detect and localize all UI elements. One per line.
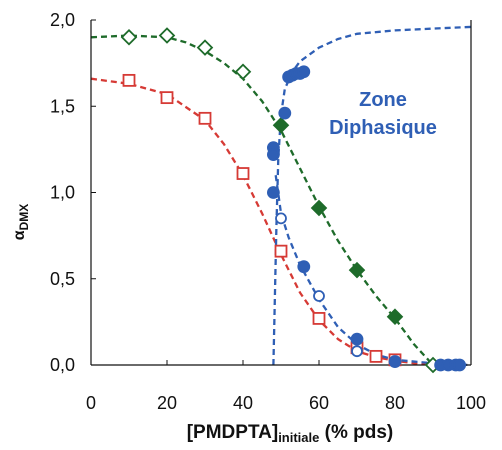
- square-marker: [369, 349, 383, 363]
- circle-marker: [266, 148, 280, 161]
- data-points: [120, 27, 467, 374]
- circle-marker: [350, 332, 364, 346]
- x-axis-label: [PMDPTA]initiale (% pds): [187, 422, 394, 445]
- diamond-marker: [234, 63, 252, 81]
- x-tick-label: 40: [233, 393, 253, 413]
- tick-labels: 0 20 40 60 80 100 0,0 0,5 1,0 1,5 2,0: [50, 10, 486, 413]
- square-marker: [160, 91, 174, 105]
- x-tick-label: 80: [385, 393, 405, 413]
- diamond-marker: [348, 261, 366, 279]
- annotation-zone: Zone: [359, 89, 407, 111]
- x-axis-label-sub: initiale: [278, 430, 319, 445]
- y-tick-label: 2,0: [50, 10, 75, 30]
- square-marker: [198, 111, 212, 125]
- x-axis-label-main: [PMDPTA]: [187, 422, 278, 443]
- fit-curve: [274, 175, 472, 367]
- square-marker: [312, 312, 326, 325]
- y-axis-label-main: α: [11, 230, 28, 240]
- circle-marker: [313, 290, 325, 302]
- diamond-marker: [196, 39, 214, 56]
- x-tick-label: 100: [456, 393, 486, 413]
- fit-curve: [272, 25, 472, 366]
- circle-marker: [297, 260, 311, 274]
- circle-marker: [275, 212, 287, 225]
- fit-curve: [90, 34, 434, 366]
- y-tick-label: 1,0: [50, 183, 75, 203]
- y-tick-label: 0,0: [50, 355, 75, 375]
- circle-marker: [453, 358, 467, 372]
- diamond-marker: [120, 28, 138, 46]
- circle-marker: [278, 106, 292, 120]
- y-axis-label: αDMX: [11, 204, 31, 241]
- fit-curves: [90, 25, 472, 367]
- axes: [90, 19, 472, 366]
- y-tick-label: 0,5: [50, 269, 75, 289]
- square-marker: [274, 244, 288, 258]
- square-marker: [122, 73, 136, 87]
- annotation-diphasique: Diphasique: [329, 117, 437, 139]
- circle-marker: [266, 186, 280, 199]
- diamond-marker: [272, 116, 290, 134]
- diamond-marker: [310, 199, 328, 217]
- y-tick-label: 1,5: [50, 96, 75, 116]
- diamond-marker: [386, 308, 404, 325]
- y-axis-label-sub: DMX: [17, 204, 31, 231]
- circle-marker: [388, 355, 402, 368]
- x-tick-label: 60: [309, 393, 329, 413]
- x-axis-label-unit: (% pds): [319, 422, 393, 443]
- circle-marker: [351, 345, 363, 358]
- circle-marker: [297, 65, 311, 79]
- x-tick-label: 0: [86, 393, 96, 413]
- square-marker: [236, 167, 250, 180]
- fit-curve: [90, 77, 434, 367]
- x-tick-label: 20: [157, 393, 177, 413]
- diamond-marker: [158, 27, 176, 44]
